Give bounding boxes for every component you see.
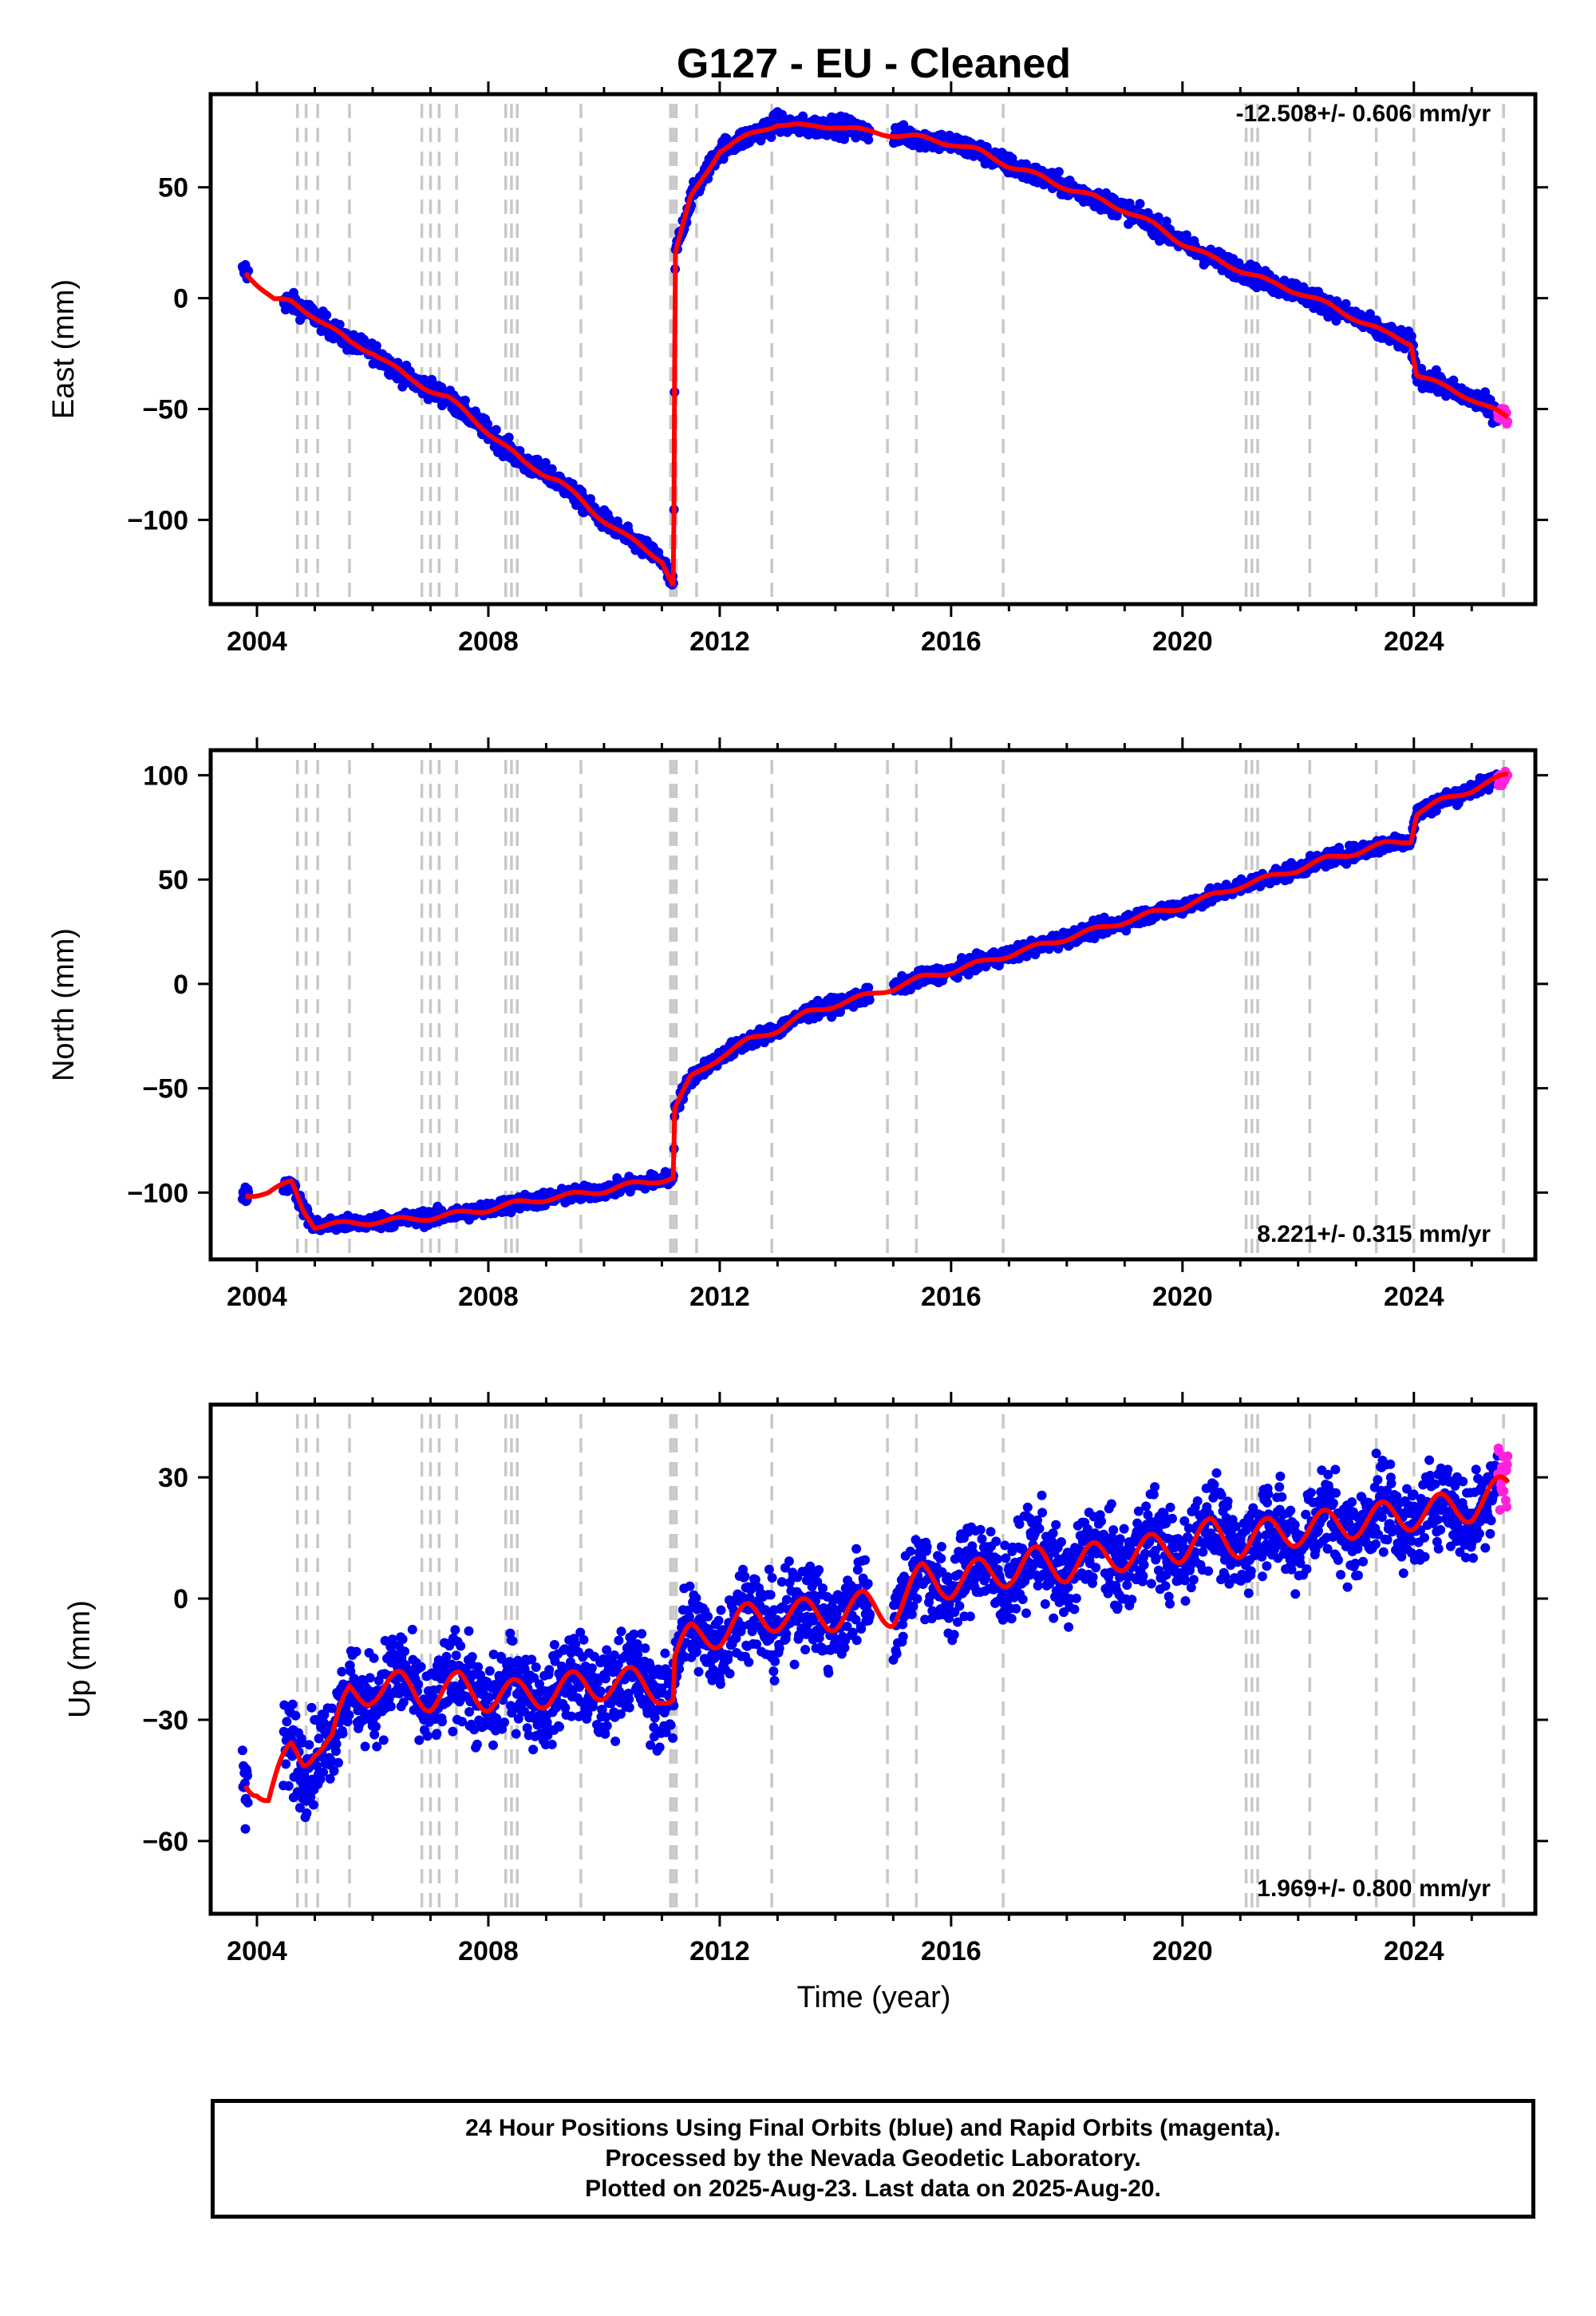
x-axis-label: Time (year): [797, 1981, 951, 2014]
north-rate-label: 8.221+/- 0.315 mm/yr: [1257, 1221, 1491, 1247]
info-box: 24 Hour Positions Using Final Orbits (bl…: [211, 2099, 1535, 2219]
up-plot-frame: [208, 1402, 1538, 1916]
north-y-tick-label: 0: [173, 970, 188, 1000]
north-y-tick-label: −100: [127, 1178, 188, 1208]
north-x-tick-label: 2004: [227, 1282, 287, 1312]
north-x-tick-label: 2016: [921, 1282, 982, 1312]
up-x-tick-label: 2012: [689, 1936, 750, 1966]
north-y-axis-label: North (mm): [47, 928, 81, 1081]
chart-title: G127 - EU - Cleaned: [677, 41, 1071, 87]
north-observations: [237, 766, 1513, 1235]
north-y-tick-label: 100: [143, 761, 188, 791]
east-x-tick-label: 2004: [227, 626, 287, 657]
north-plot-frame: [208, 748, 1538, 1262]
north-model-line: [245, 771, 1509, 1231]
east-x-tick-label: 2012: [689, 626, 750, 657]
east-y-axis-label: East (mm): [47, 279, 81, 419]
up-panel: 2004 2008 2012 2016 2020 2024 −60 −30 0 30 Up (mm)…: [63, 1392, 1548, 1966]
east-observations: [237, 107, 1513, 590]
north-x-tick-label: 2024: [1384, 1282, 1444, 1312]
east-y-tick-label: 50: [158, 173, 188, 204]
east-panel: 2004 2008 2012 2016 2020 2024 −100 −50 0 50 East (…: [47, 81, 1548, 657]
east-model-line: [243, 121, 1509, 587]
east-y-tick-label: −100: [127, 505, 188, 536]
up-x-tick-label: 2024: [1384, 1936, 1444, 1966]
info-line-3: Plotted on 2025-Aug-23. Last data on 202…: [585, 2176, 1161, 2202]
up-y-axis-label: Up (mm): [63, 1600, 97, 1718]
up-y-tick-label: 0: [173, 1584, 188, 1614]
east-x-tick-label: 2008: [458, 626, 519, 657]
east-plot-frame: [208, 92, 1538, 607]
up-model-line: [243, 1474, 1511, 1804]
up-y-tick-label: −60: [142, 1827, 188, 1857]
east-y-tick-label: −50: [142, 395, 188, 425]
north-x-tick-label: 2008: [458, 1282, 519, 1312]
up-y-tick-label: 30: [158, 1463, 188, 1493]
north-panel: 2004 2008 2012 2016 2020 2024 −100 −50 0 50 100 Nor…: [47, 737, 1548, 1312]
north-x-tick-label: 2012: [689, 1282, 750, 1312]
north-y-tick-label: −50: [142, 1074, 188, 1105]
up-x-tick-label: 2020: [1152, 1936, 1213, 1966]
east-y-tick-label: 0: [173, 284, 188, 314]
east-x-tick-label: 2020: [1152, 626, 1213, 657]
north-y-tick-label: 50: [158, 865, 188, 895]
up-observations: [237, 1443, 1513, 1834]
north-x-tick-label: 2020: [1152, 1282, 1213, 1312]
east-x-tick-label: 2016: [921, 626, 982, 657]
up-y-tick-label: −30: [142, 1705, 188, 1736]
up-x-tick-label: 2004: [227, 1936, 287, 1966]
up-x-tick-label: 2016: [921, 1936, 982, 1966]
info-line-1: 24 Hour Positions Using Final Orbits (bl…: [465, 2115, 1281, 2141]
up-rate-label: 1.969+/- 0.800 mm/yr: [1257, 1875, 1491, 1902]
east-rate-label: -12.508+/- 0.606 mm/yr: [1236, 101, 1491, 127]
east-x-tick-label: 2024: [1384, 626, 1444, 657]
info-line-2: Processed by the Nevada Geodetic Laborat…: [605, 2145, 1141, 2172]
up-x-tick-label: 2008: [458, 1936, 519, 1966]
